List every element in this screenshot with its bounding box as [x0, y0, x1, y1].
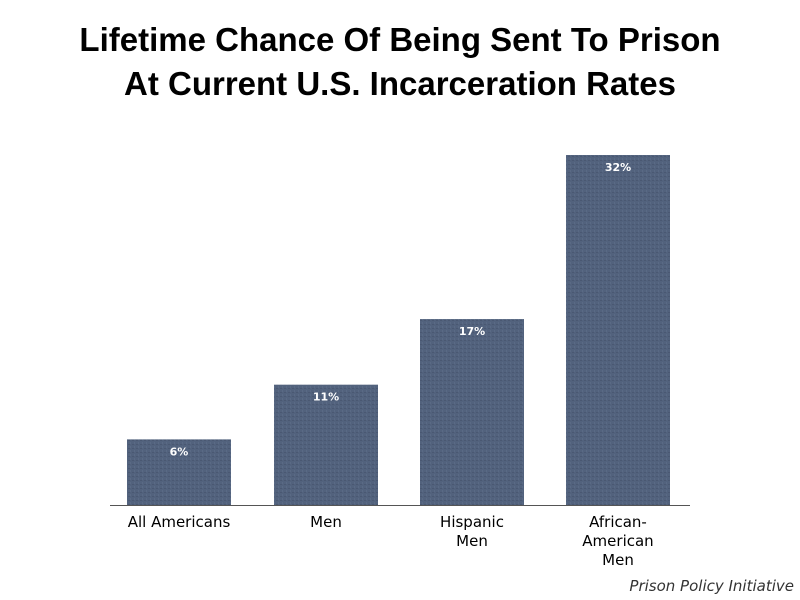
category-label-3-line-0: African- — [589, 513, 647, 531]
category-label-3-line-1: American — [582, 532, 653, 550]
data-label-0: 6% — [170, 445, 189, 458]
category-label-1-line-0: Men — [310, 513, 342, 531]
category-label-3-line-2: Men — [602, 551, 634, 569]
source-credit: Prison Policy Initiative — [629, 577, 794, 595]
data-label-2: 17% — [459, 325, 485, 338]
bar-1 — [274, 384, 378, 505]
bar-0 — [127, 439, 231, 505]
category-label-2-line-0: Hispanic — [440, 513, 504, 531]
category-label-2-line-1: Men — [456, 532, 488, 550]
data-label-1: 11% — [313, 391, 339, 404]
chart-title-line-2: At Current U.S. Incarceration Rates — [124, 65, 676, 102]
data-label-3: 32% — [605, 161, 631, 174]
bar-2 — [420, 319, 524, 505]
bar-3 — [566, 155, 670, 505]
category-label-0-line-0: All Americans — [128, 513, 231, 531]
chart-title-line-1: Lifetime Chance Of Being Sent To Prison — [79, 21, 721, 58]
